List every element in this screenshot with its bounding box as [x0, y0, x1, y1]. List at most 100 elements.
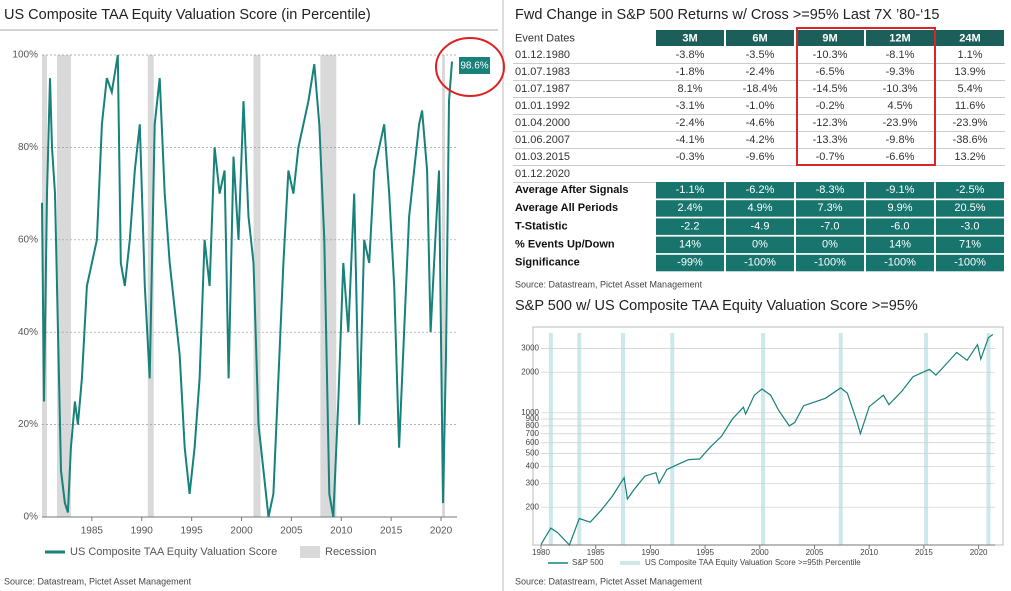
table-source: Source: Datastream, Pictet Asset Managem…	[515, 279, 703, 289]
recession-band	[442, 55, 446, 517]
summary-cell	[726, 200, 794, 217]
summary-value: -6.2%	[746, 184, 775, 196]
y-tick-label: 300	[526, 479, 540, 488]
summary-cell	[726, 218, 794, 235]
y-tick-label: 800	[526, 421, 540, 430]
summary-cell	[936, 182, 1004, 199]
x-tick-label: 2020	[970, 548, 988, 557]
x-tick-label: 1995	[696, 548, 714, 557]
header-cell	[866, 30, 934, 46]
y-tick-label: 200	[526, 502, 540, 511]
summary-value: 7.3%	[817, 202, 842, 214]
summary-cell	[936, 200, 1004, 217]
x-tick-label: 2015	[915, 548, 933, 557]
y-tick-label: 400	[526, 462, 540, 471]
row-label: 01.07.1987	[515, 83, 570, 95]
summary-cell	[936, 254, 1004, 272]
legend-swatch	[300, 546, 320, 558]
header-cell	[726, 30, 794, 46]
summary-value: -4.9	[751, 220, 770, 232]
summary-cell	[656, 200, 724, 217]
y-tick-label: 20%	[18, 419, 38, 430]
header-label: 6M	[752, 32, 767, 44]
summary-cell	[726, 182, 794, 199]
table-cell: -2.4%	[746, 66, 775, 78]
row-label: 01.12.2020	[515, 168, 570, 180]
header-label: Event Dates	[515, 32, 575, 44]
signal-band	[838, 333, 843, 545]
highlight-box	[796, 27, 936, 166]
summary-value: 0%	[822, 239, 838, 251]
series-line	[41, 54, 453, 518]
x-tick-label: 1990	[641, 548, 659, 557]
table-cell: -12.3%	[813, 117, 848, 129]
x-tick-label: 1990	[131, 526, 154, 537]
table-cell: -10.3%	[813, 49, 848, 61]
signal-band	[577, 333, 582, 545]
table-cell: -14.5%	[813, 83, 848, 95]
header-cell	[936, 30, 1004, 46]
header-cell	[796, 30, 864, 46]
table-cell: -0.3%	[676, 151, 705, 163]
row-label: 01.07.1983	[515, 66, 570, 78]
table-cell: -6.5%	[816, 66, 845, 78]
table-cell: 5.4%	[957, 83, 982, 95]
summary-value: -100%	[954, 257, 986, 269]
y-tick-label: 700	[526, 429, 540, 438]
recession-band	[42, 55, 47, 517]
x-tick-label: 1985	[81, 526, 104, 537]
summary-value: -1.1%	[676, 184, 705, 196]
summary-label: Significance	[515, 257, 580, 269]
table-cell: -23.9%	[883, 117, 918, 129]
y-tick-label: 100%	[12, 50, 38, 61]
y-tick-label: 40%	[18, 327, 38, 338]
summary-value: 14%	[889, 239, 911, 251]
summary-value: -7.0	[821, 220, 840, 232]
summary-value: -9.1%	[886, 184, 915, 196]
x-tick-label: 2005	[806, 548, 824, 557]
header-label: 3M	[682, 32, 697, 44]
summary-value: 4.9%	[747, 202, 772, 214]
y-tick-label: 80%	[18, 142, 38, 153]
legend-label: US Composite TAA Equity Valuation Score …	[645, 558, 861, 567]
summary-cell	[866, 236, 934, 254]
x-tick-label: 2010	[330, 526, 353, 537]
row-label: 01.06.2007	[515, 134, 570, 146]
summary-cell	[866, 218, 934, 235]
summary-cell	[866, 254, 934, 272]
summary-cell	[936, 236, 1004, 254]
x-tick-label: 2015	[380, 526, 403, 537]
table-cell: -9.8%	[886, 134, 915, 146]
table-cell: -3.5%	[746, 49, 775, 61]
chart-title: US Composite TAA Equity Valuation Score …	[4, 7, 371, 23]
table-cell: -4.6%	[746, 117, 775, 129]
table-cell: -3.8%	[676, 49, 705, 61]
table-cell: -0.2%	[816, 100, 845, 112]
summary-label: Average After Signals	[515, 184, 629, 196]
summary-value: -6.0	[891, 220, 910, 232]
table-cell: -3.1%	[676, 100, 705, 112]
table-cell: -4.1%	[676, 134, 705, 146]
signal-band	[548, 333, 553, 545]
table-cell: -38.6%	[953, 134, 988, 146]
summary-value: -2.2	[681, 220, 700, 232]
recession-band	[253, 55, 261, 517]
summary-value: -100%	[814, 257, 846, 269]
table-cell: 13.9%	[954, 66, 985, 78]
summary-cell	[796, 182, 864, 199]
header-label: 12M	[889, 32, 910, 44]
summary-cell	[796, 254, 864, 272]
table-cell: 8.1%	[677, 83, 702, 95]
summary-label: T-Statistic	[515, 220, 568, 232]
plot-frame	[532, 326, 1004, 546]
source: Source: Datastream, Pictet Asset Managem…	[515, 576, 703, 586]
y-tick-label: 2000	[521, 367, 539, 376]
summary-cell	[656, 254, 724, 272]
table-cell: -6.6%	[886, 151, 915, 163]
x-tick-label: 2000	[230, 526, 253, 537]
recession-band	[320, 55, 337, 517]
summary-value: 14%	[679, 239, 701, 251]
summary-value: -100%	[884, 257, 916, 269]
annotation: 98.6%	[460, 61, 488, 72]
summary-cell	[656, 218, 724, 235]
